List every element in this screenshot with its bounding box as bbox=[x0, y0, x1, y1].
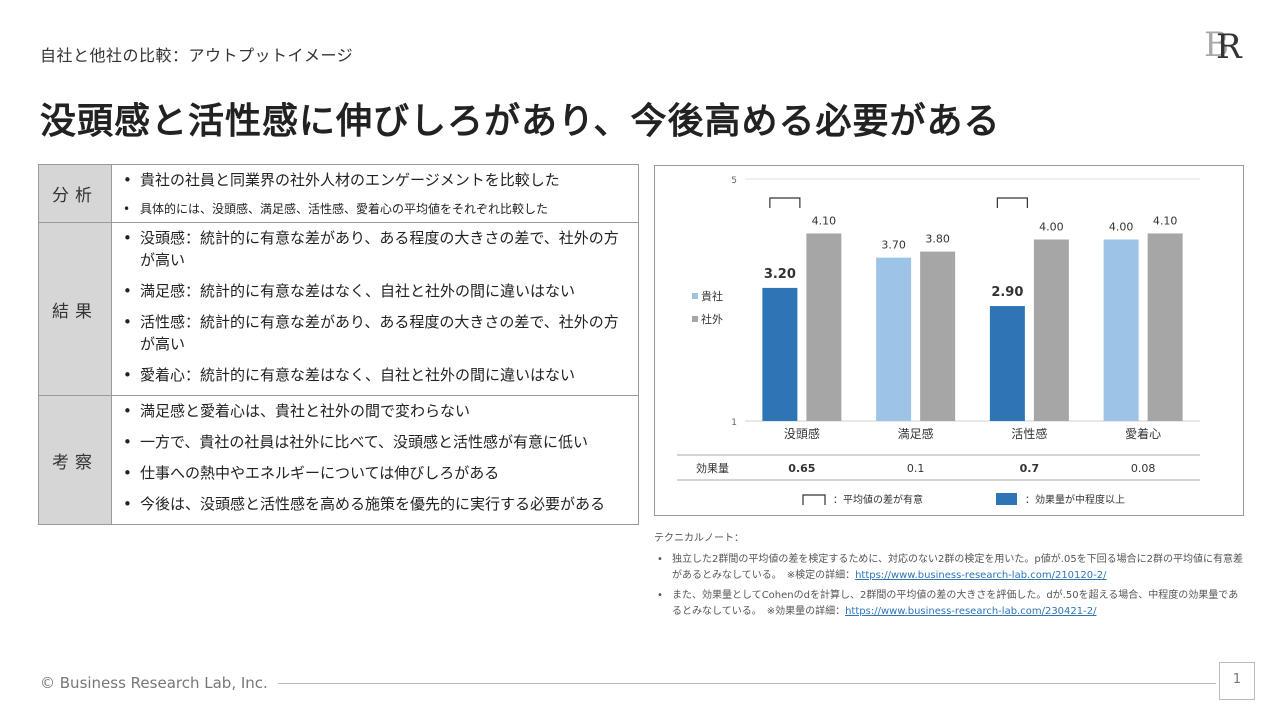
effect-size-value: 0.65 bbox=[788, 462, 815, 475]
page-number: 1 bbox=[1232, 672, 1242, 687]
bullet-item: 没頭感：統計的に有意な差があり、ある程度の大きさの差で、社外の方が高い bbox=[120, 227, 630, 271]
bracket-legend-icon bbox=[802, 494, 826, 505]
bar-other bbox=[920, 251, 956, 421]
effect-size-value: 0.7 bbox=[1020, 462, 1040, 475]
legend-swatch-other bbox=[692, 316, 698, 322]
page-number-box bbox=[1219, 662, 1255, 700]
x-tick-label: 活性感 bbox=[1011, 426, 1047, 441]
y-tick-label: 5 bbox=[731, 176, 737, 186]
bracket-legend-label: ：平均値の差が有意 bbox=[833, 493, 923, 506]
y-tick-label: 1 bbox=[731, 418, 737, 428]
data-label: 4.10 bbox=[1153, 214, 1178, 227]
bar-self bbox=[989, 306, 1025, 421]
data-label: 3.70 bbox=[881, 239, 906, 252]
bullet-item: 満足感と愛着心は、貴社と社外の間で変わらない bbox=[120, 400, 630, 422]
summary-row-discussion: 考察 満足感と愛着心は、貴社と社外の間で変わらない 一方で、貴社の社員は社外に比… bbox=[38, 395, 639, 525]
significance-bracket bbox=[769, 197, 801, 208]
bullet-item: 満足感：統計的に有意な差はなく、自社と社外の間に違いはない bbox=[120, 280, 630, 302]
data-label: 4.00 bbox=[1109, 221, 1134, 234]
technical-notes: テクニカルノート： 独立した2群間の平均値の差を検定するために、対応のない2群の… bbox=[654, 529, 1244, 624]
bullet-item: 愛着心：統計的に有意な差はなく、自社と社外の間に違いはない bbox=[120, 364, 630, 386]
summary-row-result: 結果 没頭感：統計的に有意な差があり、ある程度の大きさの差で、社外の方が高い 満… bbox=[38, 222, 639, 396]
page-subtitle: 自社と他社の比較：アウトプットイメージ bbox=[40, 46, 354, 65]
footer-divider bbox=[278, 683, 1216, 684]
bar-other bbox=[806, 233, 842, 421]
bullet-item: 活性感：統計的に有意な差があり、ある程度の大きさの差で、社外の方が高い bbox=[120, 311, 630, 355]
bar-chart: 5 1 3.20 4.10 没頭感 0.65 3.70 3.80 満足感 0.1 2.90 4.00 活… bbox=[654, 165, 1244, 516]
data-label: 4.10 bbox=[812, 214, 837, 227]
tech-header: テクニカルノート： bbox=[654, 533, 744, 544]
row-heading: 考察 bbox=[38, 395, 112, 525]
data-label: 3.80 bbox=[925, 233, 950, 246]
legend-label-other: 社外 bbox=[701, 312, 723, 326]
copyright: © Business Research Lab, Inc. bbox=[40, 674, 268, 692]
page-title: 没頭感と活性感に伸びしろがあり、今後高める必要がある bbox=[40, 101, 1001, 142]
row-heading: 分析 bbox=[38, 164, 112, 223]
effect-legend-label: ：効果量が中程度以上 bbox=[1025, 493, 1125, 506]
x-tick-label: 愛着心 bbox=[1125, 426, 1161, 441]
legend-swatch-self bbox=[692, 293, 698, 299]
significance-bracket bbox=[996, 197, 1028, 208]
bullet-item: 今後は、没頭感と活性感を高める施策を優先的に実行する必要がある bbox=[120, 493, 630, 515]
chart-svg: 5 1 3.20 4.10 没頭感 0.65 3.70 3.80 満足感 0.1 2.90 4.00 活… bbox=[677, 176, 1200, 506]
data-label: 3.20 bbox=[764, 267, 796, 282]
x-tick-label: 没頭感 bbox=[784, 426, 820, 441]
bar-other bbox=[1033, 239, 1069, 421]
detail-link[interactable]: https://www.business-research-lab.com/23… bbox=[845, 606, 1097, 617]
row-heading: 結果 bbox=[38, 222, 112, 396]
effect-size-value: 0.1 bbox=[907, 462, 925, 475]
tech-note: また、効果量としてCohenのdを計算し、2群間の平均値の差の大きさを評価した。… bbox=[654, 588, 1244, 620]
tech-note: 独立した2群間の平均値の差を検定するために、対応のない2群の検定を用いた。p値が… bbox=[654, 552, 1244, 584]
x-tick-label: 満足感 bbox=[898, 426, 934, 441]
bar-self bbox=[1103, 239, 1139, 421]
bar-self bbox=[876, 257, 912, 421]
effect-size-value: 0.08 bbox=[1131, 462, 1156, 475]
bullet-item: 貴社の社員と同業界の社外人材のエンゲージメントを比較した bbox=[120, 169, 630, 191]
detail-link[interactable]: https://www.business-research-lab.com/21… bbox=[855, 570, 1107, 581]
summary-table: 分析 貴社の社員と同業界の社外人材のエンゲージメントを比較した 具体的には、没頭… bbox=[38, 164, 639, 525]
effect-size-label: 効果量 bbox=[696, 461, 729, 475]
bullet-item: 一方で、貴社の社員は社外に比べて、没頭感と活性感が有意に低い bbox=[120, 431, 630, 453]
summary-row-analysis: 分析 貴社の社員と同業界の社外人材のエンゲージメントを比較した 具体的には、没頭… bbox=[38, 164, 639, 223]
bar-other bbox=[1147, 233, 1183, 421]
data-label: 4.00 bbox=[1039, 221, 1064, 234]
data-label: 2.90 bbox=[991, 285, 1023, 300]
effect-legend-swatch bbox=[996, 493, 1017, 505]
bar-self bbox=[762, 287, 798, 421]
legend-label-self: 貴社 bbox=[701, 289, 723, 303]
bullet-item: 仕事への熱中やエネルギーについては伸びしろがある bbox=[120, 462, 630, 484]
bullet-item: 具体的には、没頭感、満足感、活性感、愛着心の平均値をそれぞれ比較した bbox=[120, 200, 630, 218]
